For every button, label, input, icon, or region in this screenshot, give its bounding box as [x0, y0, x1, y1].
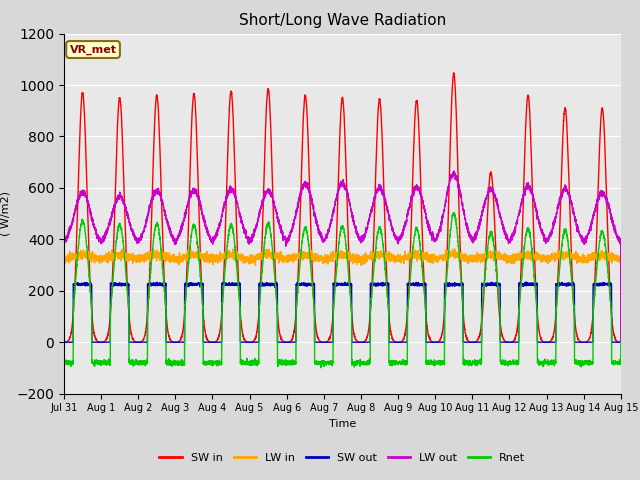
SW out — [499, 339, 506, 345]
Legend: SW in, LW in, SW out, LW out, Rnet: SW in, LW in, SW out, LW out, Rnet — [155, 448, 530, 467]
SW out — [436, 339, 444, 345]
Rnet — [317, 365, 325, 371]
LW out — [616, 241, 624, 247]
SW in — [322, 339, 330, 345]
Rnet — [160, 283, 168, 289]
LW in — [616, 256, 624, 262]
X-axis label: Time: Time — [329, 419, 356, 429]
LW in — [60, 257, 68, 263]
SW in — [617, 339, 625, 345]
SW out — [160, 280, 168, 286]
LW in — [322, 257, 330, 263]
LW in — [467, 256, 475, 262]
SW in — [467, 339, 475, 345]
Rnet — [436, 359, 444, 364]
LW out — [617, 339, 625, 345]
Line: Rnet: Rnet — [64, 213, 621, 368]
SW in — [499, 335, 507, 340]
Line: SW out: SW out — [64, 282, 621, 342]
LW in — [499, 254, 507, 260]
SW in — [160, 273, 168, 278]
SW out — [523, 279, 531, 285]
SW in — [450, 70, 458, 76]
Rnet — [617, 339, 625, 345]
Line: LW in: LW in — [64, 249, 621, 342]
LW in — [436, 255, 444, 261]
Line: LW out: LW out — [64, 171, 621, 342]
SW out — [616, 339, 624, 345]
LW out — [436, 224, 444, 229]
SW out — [617, 339, 625, 345]
LW in — [160, 250, 168, 255]
Title: Short/Long Wave Radiation: Short/Long Wave Radiation — [239, 13, 446, 28]
Rnet — [468, 361, 476, 367]
SW in — [616, 339, 624, 345]
SW in — [60, 339, 68, 345]
Rnet — [451, 210, 458, 216]
SW out — [60, 339, 68, 345]
Line: SW in: SW in — [64, 73, 621, 342]
LW out — [60, 239, 68, 244]
Text: VR_met: VR_met — [70, 44, 116, 55]
Rnet — [60, 359, 68, 364]
LW in — [617, 339, 625, 345]
SW out — [467, 339, 475, 345]
LW out — [322, 235, 330, 241]
LW out — [499, 226, 507, 231]
LW out — [467, 237, 475, 242]
Rnet — [616, 361, 624, 367]
Rnet — [322, 361, 330, 367]
Rnet — [499, 360, 507, 366]
LW out — [160, 208, 168, 214]
LW out — [450, 168, 458, 174]
LW in — [187, 246, 195, 252]
SW out — [322, 339, 330, 345]
Y-axis label: ( W/m2): ( W/m2) — [1, 191, 11, 236]
SW in — [436, 337, 444, 343]
